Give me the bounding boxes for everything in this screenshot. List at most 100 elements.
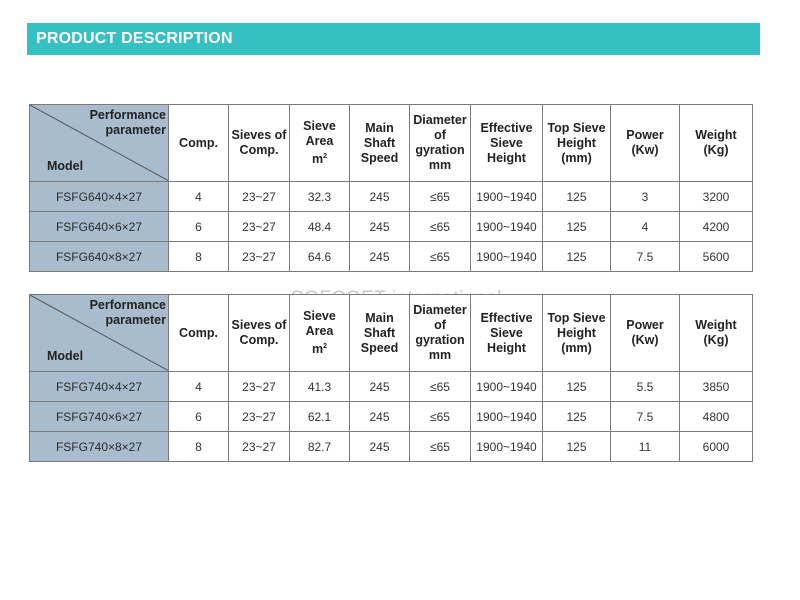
model-cell: FSFG640×6×27 xyxy=(29,211,169,242)
header-sieves-of-comp: Sieves of Comp. xyxy=(228,294,290,372)
area-cell: 64.6 xyxy=(289,241,350,272)
header-line: Shaft xyxy=(363,135,396,150)
header-line: Area xyxy=(305,323,334,338)
header-line: Sieves of xyxy=(231,128,287,142)
model-cell: FSFG740×8×27 xyxy=(29,431,169,462)
effective-cell: 1900~1940 xyxy=(470,241,543,272)
speed-cell: 245 xyxy=(349,211,410,242)
area-cell: 82.7 xyxy=(289,431,350,462)
header-line: Shaft xyxy=(363,325,396,340)
header-line: of xyxy=(434,318,446,332)
top-cell: 125 xyxy=(542,401,611,432)
diagonal-divider xyxy=(30,105,168,181)
table-row: FSFG640×8×27 8 23~27 64.6 245 ≤65 1900~1940 125… xyxy=(29,241,753,272)
power-cell: 7.5 xyxy=(610,401,680,432)
header-effective-sieve-height: Effective Sieve Height xyxy=(470,104,543,182)
weight-cell: 6000 xyxy=(679,431,753,462)
header-line: (Kg) xyxy=(703,333,729,347)
header-line: Comp. xyxy=(239,143,279,157)
header-line: Speed xyxy=(360,150,399,165)
sieves-cell: 23~27 xyxy=(228,401,290,432)
header-top-sieve-height: Top Sieve Height (mm) xyxy=(542,104,611,182)
header-effective-sieve-height: Effective Sieve Height xyxy=(470,294,543,372)
header-line: Sieve xyxy=(303,308,336,323)
header-line: Power xyxy=(626,128,664,142)
sieves-cell: 23~27 xyxy=(228,211,290,242)
effective-cell: 1900~1940 xyxy=(470,431,543,462)
header-line: Effective xyxy=(480,310,533,325)
header-line: Power xyxy=(626,318,664,332)
model-label: Model xyxy=(47,159,84,173)
sieves-cell: 23~27 xyxy=(228,431,290,462)
header-line: gyration xyxy=(415,333,465,347)
header-sieve-area: Sieve Area m2 xyxy=(289,294,350,372)
header-row: Performance parameter Model Comp. Sieves of C… xyxy=(29,104,753,182)
header-line: Sieve xyxy=(303,118,336,133)
comp-cell: 6 xyxy=(168,211,229,242)
header-power: Power (Kw) xyxy=(610,104,680,182)
header-weight: Weight (Kg) xyxy=(679,294,753,372)
weight-cell: 4200 xyxy=(679,211,753,242)
effective-cell: 1900~1940 xyxy=(470,211,543,242)
speed-cell: 245 xyxy=(349,241,410,272)
comp-cell: 4 xyxy=(168,371,229,402)
table-row: FSFG640×4×27 4 23~27 32.3 245 ≤65 1900~1940 125… xyxy=(29,181,753,212)
header-comp: Comp. xyxy=(168,294,229,372)
section-banner: PRODUCT DESCRIPTION xyxy=(27,23,760,55)
speed-cell: 245 xyxy=(349,401,410,432)
speed-cell: 245 xyxy=(349,181,410,212)
header-line: Sieves of xyxy=(231,318,287,332)
top-cell: 125 xyxy=(542,241,611,272)
table-row: FSFG740×6×27 6 23~27 62.1 245 ≤65 1900~1940 125… xyxy=(29,401,753,432)
header-line: Height xyxy=(557,135,596,150)
model-cell: FSFG640×4×27 xyxy=(29,181,169,212)
header-line: mm xyxy=(428,158,452,172)
header-line: Effective xyxy=(480,120,533,135)
header-diameter-of-gyration: Diameter of gyration mm xyxy=(409,104,471,182)
header-line: Diameter xyxy=(413,113,467,127)
header-line: Height xyxy=(487,150,526,165)
model-cell: FSFG640×8×27 xyxy=(29,241,169,272)
header-sieves-of-comp: Sieves of Comp. xyxy=(228,104,290,182)
effective-cell: 1900~1940 xyxy=(470,371,543,402)
header-main-shaft-speed: Main Shaft Speed xyxy=(349,294,410,372)
gyration-cell: ≤65 xyxy=(409,181,471,212)
header-line: mm xyxy=(428,348,452,362)
header-corner: Performance parameter Model xyxy=(29,294,169,372)
speed-cell: 245 xyxy=(349,371,410,402)
area-cell: 62.1 xyxy=(289,401,350,432)
header-line: Top Sieve xyxy=(547,120,606,135)
header-sieve-area: Sieve Area m2 xyxy=(289,104,350,182)
header-line: m2 xyxy=(311,342,328,357)
table-row: FSFG640×6×27 6 23~27 48.4 245 ≤65 1900~1940 125… xyxy=(29,211,753,242)
header-line: (Kg) xyxy=(703,143,729,157)
area-cell: 48.4 xyxy=(289,211,350,242)
model-cell: FSFG740×4×27 xyxy=(29,371,169,402)
power-cell: 3 xyxy=(610,181,680,212)
sieves-cell: 23~27 xyxy=(228,241,290,272)
performance-parameter-label: Performance parameter xyxy=(89,108,166,137)
header-line: gyration xyxy=(415,143,465,157)
header-line: (Kw) xyxy=(631,143,659,157)
area-cell: 32.3 xyxy=(289,181,350,212)
effective-cell: 1900~1940 xyxy=(470,401,543,432)
header-line: Weight xyxy=(695,318,737,332)
header-row: Performance parameter Model Comp. Sieves of C… xyxy=(29,294,753,372)
header-weight: Weight (Kg) xyxy=(679,104,753,182)
header-line: Top Sieve xyxy=(547,310,606,325)
gyration-cell: ≤65 xyxy=(409,211,471,242)
model-label: Model xyxy=(47,349,84,363)
top-cell: 125 xyxy=(542,181,611,212)
comp-cell: 4 xyxy=(168,181,229,212)
gyration-cell: ≤65 xyxy=(409,371,471,402)
header-top-sieve-height: Top Sieve Height (mm) xyxy=(542,294,611,372)
header-corner: Performance parameter Model xyxy=(29,104,169,182)
header-line: (Kw) xyxy=(631,333,659,347)
comp-cell: 8 xyxy=(168,431,229,462)
weight-cell: 3850 xyxy=(679,371,753,402)
table-row: FSFG740×8×27 8 23~27 82.7 245 ≤65 1900~1940 125… xyxy=(29,431,753,462)
header-line: Sieve xyxy=(490,325,523,340)
header-line: Diameter xyxy=(413,303,467,317)
power-cell: 4 xyxy=(610,211,680,242)
header-diameter-of-gyration: Diameter of gyration mm xyxy=(409,294,471,372)
